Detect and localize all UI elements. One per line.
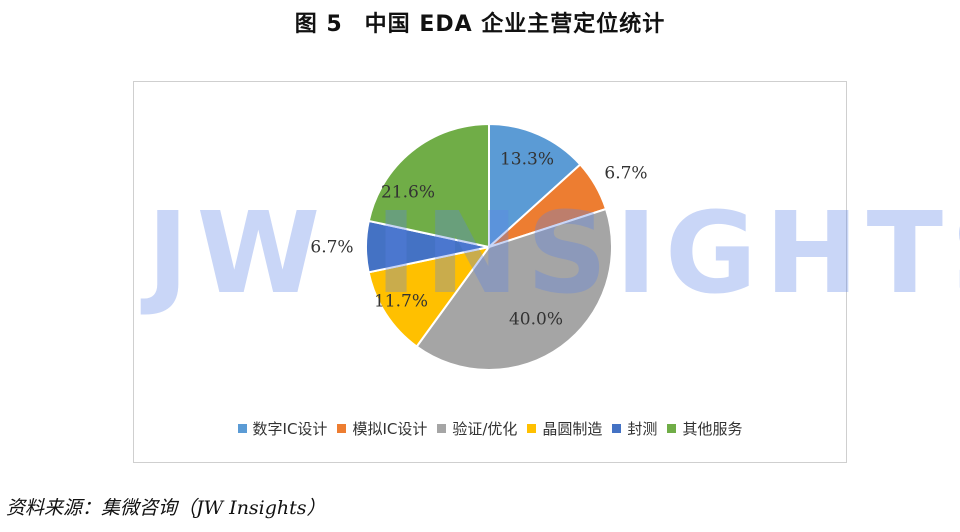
figure-number: 图 5	[294, 12, 343, 37]
data-label-2: 6.7%	[604, 164, 647, 184]
pie-slice-1	[488, 122, 582, 250]
data-label-1: 13.3%	[500, 150, 554, 170]
legend-label: 验证/优化	[452, 420, 518, 438]
legend-label: 数字IC设计	[252, 420, 328, 438]
pie-chart: 13.3% 6.7% 40.0% 11.7% 6.7% 21.6%	[310, 122, 648, 371]
legend-swatch	[337, 424, 347, 433]
legend-item-2: 模拟IC设计	[337, 418, 427, 439]
legend-item-4: 晶圆制造	[527, 418, 602, 439]
legend-swatch	[437, 424, 447, 433]
legend-item-5: 封测	[612, 418, 657, 439]
pie-slice-3	[415, 207, 613, 371]
legend-swatch	[237, 424, 247, 433]
legend-item-3: 验证/优化	[437, 418, 517, 439]
figure-title: 图 5 中国 EDA 企业主营定位统计	[0, 6, 960, 38]
legend-swatch	[667, 424, 677, 433]
legend-item-6: 其他服务	[667, 418, 742, 439]
figure-title-text: 中国 EDA 企业主营定位统计	[364, 12, 666, 37]
legend-label: 封测	[627, 420, 658, 438]
legend-swatch	[612, 424, 622, 433]
data-label-5: 6.7%	[310, 238, 353, 258]
legend-swatch	[527, 424, 537, 433]
chart-area: 13.3% 6.7% 40.0% 11.7% 6.7% 21.6%	[133, 81, 847, 463]
pie-slice-4	[367, 245, 492, 348]
legend-label: 晶圆制造	[542, 420, 603, 438]
legend-label: 模拟IC设计	[352, 420, 428, 438]
chart-legend: 数字IC设计 模拟IC设计 验证/优化 晶圆制造 封测 其他服务	[133, 418, 847, 439]
data-label-4: 11.7%	[374, 292, 428, 312]
legend-item-1: 数字IC设计	[237, 418, 328, 439]
data-label-3: 40.0%	[509, 310, 563, 330]
pie-slice-6	[367, 122, 490, 249]
data-label-6: 21.6%	[381, 183, 435, 203]
source-note: 资料来源：集微咨询（JW Insights）	[6, 497, 326, 519]
legend-label: 其他服务	[682, 420, 743, 438]
